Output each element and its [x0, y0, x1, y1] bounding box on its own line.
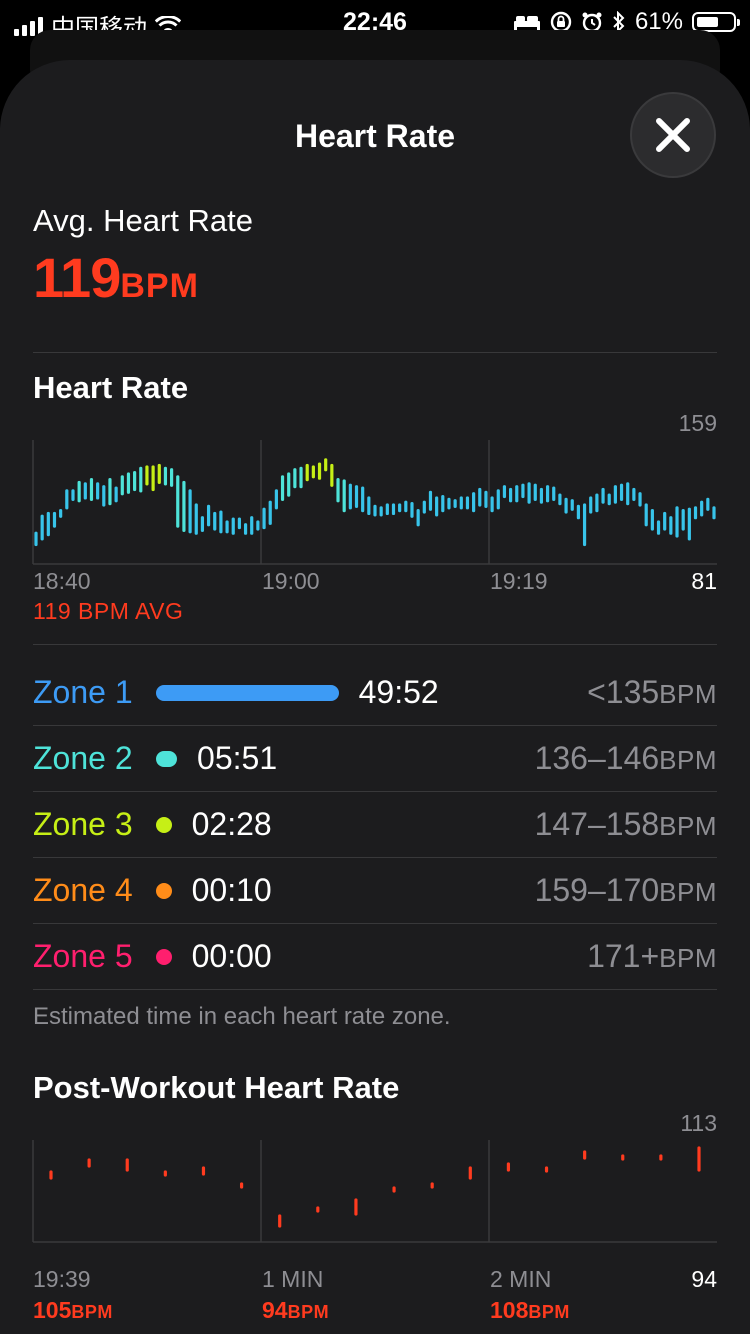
avg-value-number: 119 — [33, 246, 121, 309]
zone-time: 05:51 — [197, 740, 278, 776]
zone-time: 02:28 — [191, 806, 272, 842]
zone-range-unit: BPM — [659, 877, 717, 907]
post-value-unit: BPM — [71, 1302, 113, 1322]
zone-range-value: 159–170 — [534, 872, 660, 908]
zone-range-value: 147–158 — [534, 806, 660, 842]
divider — [33, 989, 717, 990]
zone-row-4: Zone 4 00:10 159–170BPM — [33, 858, 717, 924]
post-workout-chart — [32, 1140, 717, 1243]
zone-row-3: Zone 3 02:28 147–158BPM — [33, 792, 717, 858]
zone-name: Zone 3 — [33, 806, 133, 842]
bed-icon — [513, 16, 540, 31]
hr-y-max-label: 159 — [678, 410, 717, 436]
post-y-min-label: 94 — [691, 1266, 717, 1292]
divider — [33, 791, 717, 792]
zone-bar — [155, 685, 339, 701]
divider — [33, 923, 717, 924]
post-value-number: 108 — [490, 1297, 529, 1323]
zone-row-5: Zone 5 00:00 171+BPM — [33, 924, 717, 990]
heart-rate-section-title: Heart Rate — [33, 370, 189, 405]
heart-rate-sheet: Heart Rate Avg. Heart Rate 119BPM Heart … — [0, 60, 750, 1334]
post-value-unit: BPM — [528, 1302, 570, 1322]
divider — [33, 352, 717, 353]
zone-range-value: <135 — [587, 674, 660, 710]
zone-range-value: 136–146 — [534, 740, 660, 776]
zone-name: Zone 2 — [33, 740, 133, 776]
hr-y-min-label: 81 — [691, 568, 717, 594]
sheet-title: Heart Rate — [294, 118, 456, 154]
zone-range: 147–158BPM — [535, 806, 717, 843]
zone-time: 00:10 — [191, 872, 272, 908]
zone-range-unit: BPM — [659, 811, 717, 841]
zone-range: 159–170BPM — [535, 872, 717, 909]
zone-range-unit: BPM — [659, 745, 717, 775]
bluetooth-icon — [613, 11, 625, 33]
zone-name: Zone 1 — [33, 674, 133, 710]
zone-range: <135BPM — [587, 674, 717, 711]
zone-bar — [155, 817, 172, 833]
zone-row-1: Zone 1 49:52 <135BPM — [33, 660, 717, 726]
divider — [33, 857, 717, 858]
zone-name: Zone 5 — [33, 938, 133, 974]
avg-heart-rate-label: Avg. Heart Rate — [33, 203, 253, 238]
zone-time: 00:00 — [191, 938, 272, 974]
zone-range-unit: BPM — [659, 943, 717, 973]
post-value: 108BPM — [490, 1297, 570, 1324]
avg-heart-rate-value: 119BPM — [33, 248, 199, 316]
zone-range-value: 171+ — [587, 938, 660, 974]
close-button[interactable] — [630, 92, 716, 178]
avg-value-unit: BPM — [120, 267, 199, 305]
heart-rate-chart — [32, 440, 717, 565]
post-value-unit: BPM — [287, 1302, 330, 1322]
zone-name: Zone 4 — [33, 872, 133, 908]
hr-x-label: 18:40 — [33, 568, 91, 594]
post-value-number: 94 — [262, 1297, 288, 1323]
post-x-label: 19:39 — [33, 1266, 91, 1292]
zone-row-2: Zone 2 05:51 136–146BPM — [33, 726, 717, 792]
zone-range: 171+BPM — [587, 938, 717, 975]
close-icon — [656, 118, 690, 152]
post-x-label: 2 MIN — [490, 1266, 552, 1292]
zone-bar — [155, 751, 178, 767]
post-value: 94BPM — [262, 1297, 329, 1324]
zone-bar — [155, 883, 172, 899]
post-y-max-label: 113 — [680, 1110, 717, 1136]
zone-note: Estimated time in each heart rate zone. — [33, 1003, 451, 1030]
post-x-label: 1 MIN — [262, 1266, 324, 1292]
post-value: 105BPM — [33, 1297, 113, 1324]
hr-avg-note: 119 BPM AVG — [33, 598, 184, 624]
divider — [33, 725, 717, 726]
hr-x-label: 19:00 — [262, 568, 320, 594]
post-value-number: 105 — [33, 1297, 72, 1323]
signal-icon — [14, 16, 43, 36]
battery-icon — [692, 12, 740, 32]
zone-range-unit: BPM — [659, 679, 717, 709]
post-workout-title: Post-Workout Heart Rate — [33, 1070, 400, 1105]
zone-range: 136–146BPM — [535, 740, 717, 777]
hr-x-label: 19:19 — [490, 568, 548, 594]
divider — [33, 644, 717, 645]
zone-time: 49:52 — [358, 674, 439, 710]
zone-bar — [155, 949, 172, 965]
